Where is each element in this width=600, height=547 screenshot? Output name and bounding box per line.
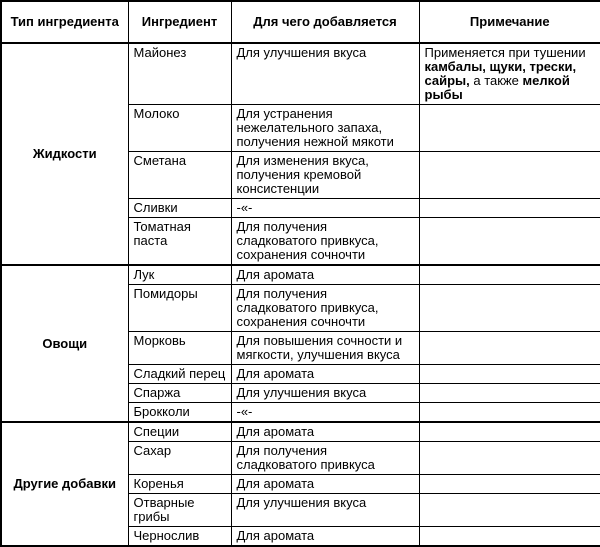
table-row: Отварные грибы Для улучшения вкуса [1, 493, 600, 527]
ingredient-cell: Спаржа [127, 383, 232, 403]
note-cell [418, 493, 600, 527]
note-cell [418, 151, 600, 199]
note-cell [418, 364, 600, 384]
note-cell [418, 526, 600, 547]
ingredient-cell: Лук [127, 264, 232, 285]
table-row: Жидкости Майонез Для улучшения вкуса При… [0, 42, 600, 266]
table-row: Помидоры Для получения сладковатого прив… [1, 284, 600, 332]
table-row: Спаржа Для улучшения вкуса [1, 383, 600, 403]
purpose-cell: Для аромата [230, 364, 420, 384]
purpose-cell: Для аромата [230, 526, 420, 547]
note-cell [418, 402, 600, 423]
table-row: Сладкий перец Для аромата [1, 364, 600, 384]
ingredient-cell: Сливки [127, 198, 232, 218]
ingredient-cell: Майонез [127, 42, 232, 105]
table-row: Морковь Для повышения сочности и мягкост… [1, 331, 600, 365]
note-cell [418, 421, 600, 442]
group-liquids: Жидкости Майонез Для улучшения вкуса При… [0, 42, 600, 266]
purpose-cell: Для изменения вкуса, получения кремовой … [230, 151, 420, 199]
note-bold-small-fish: мелкой рыбы [424, 73, 570, 102]
purpose-cell: Для повышения сочности и мягкости, улучш… [230, 331, 420, 365]
purpose-cell: Для получения сладковатого привкуса, сох… [230, 284, 420, 332]
note-cell [418, 198, 600, 218]
note-cell [418, 217, 600, 266]
table-row: Томатная паста Для получения сладковатог… [1, 217, 600, 266]
column-header-purpose: Для чего добавляется [230, 0, 420, 44]
column-header-note: Примечание [418, 0, 600, 44]
note-cell [418, 474, 600, 494]
table-row: Другие добавки Специи Для аромата [0, 421, 600, 547]
table-row: Сливки -«- [1, 198, 600, 218]
table-row: Сметана Для изменения вкуса, получения к… [1, 151, 600, 199]
note-text: а также [469, 73, 523, 88]
note-cell [418, 331, 600, 365]
purpose-cell: -«- [230, 402, 420, 423]
purpose-cell: Для аромата [230, 474, 420, 494]
ingredient-cell: Коренья [127, 474, 232, 494]
purpose-cell: Для получения сладковатого привкуса [230, 441, 420, 475]
group-cell-liquids: Жидкости [0, 42, 129, 266]
column-header-ingredient-type: Тип ингредиента [0, 0, 129, 44]
group-vegetables: Овощи Лук Для аромата Помидоры Для получ… [0, 264, 600, 423]
ingredient-cell: Сметана [127, 151, 232, 199]
ingredient-cell: Томатная паста [127, 217, 232, 266]
ingredient-cell: Брокколи [127, 402, 232, 423]
group-other-additives: Другие добавки Специи Для аромата Сахар … [0, 421, 600, 547]
column-header-ingredient: Ингредиент [127, 0, 232, 44]
ingredient-cell: Чернослив [127, 526, 232, 547]
note-cell: Применяется при тушении камбалы, щуки, т… [418, 42, 600, 105]
note-cell [418, 284, 600, 332]
ingredient-cell: Сахар [127, 441, 232, 475]
purpose-cell: Для устранения нежелательного запаха, по… [230, 104, 420, 152]
group-cell-vegetables: Овощи [0, 264, 129, 423]
purpose-cell: Для улучшения вкуса [230, 42, 420, 105]
purpose-cell: Для аромата [230, 421, 420, 442]
ingredient-cell: Молоко [127, 104, 232, 152]
ingredient-cell: Отварные грибы [127, 493, 232, 527]
group-cell-other-additives: Другие добавки [0, 421, 129, 547]
note-cell [418, 104, 600, 152]
note-cell [418, 441, 600, 475]
purpose-cell: Для улучшения вкуса [230, 383, 420, 403]
note-bold-fish-list: камбалы, щуки, трески, сайры, [424, 59, 577, 88]
header-row: Тип ингредиента Ингредиент Для чего доба… [0, 0, 600, 44]
purpose-cell: Для улучшения вкуса [230, 493, 420, 527]
table-header-row: Тип ингредиента Ингредиент Для чего доба… [0, 0, 600, 44]
purpose-cell: -«- [230, 198, 420, 218]
ingredient-cell: Специи [127, 421, 232, 442]
ingredient-cell: Сладкий перец [127, 364, 232, 384]
purpose-cell: Для получения сладковатого привкуса, сох… [230, 217, 420, 266]
note-cell [418, 383, 600, 403]
table-row: Овощи Лук Для аромата [0, 264, 600, 423]
ingredient-cell: Помидоры [127, 284, 232, 332]
note-cell [418, 264, 600, 285]
ingredient-cell: Морковь [127, 331, 232, 365]
note-text: Применяется при тушении [424, 45, 586, 60]
purpose-cell: Для аромата [230, 264, 420, 285]
